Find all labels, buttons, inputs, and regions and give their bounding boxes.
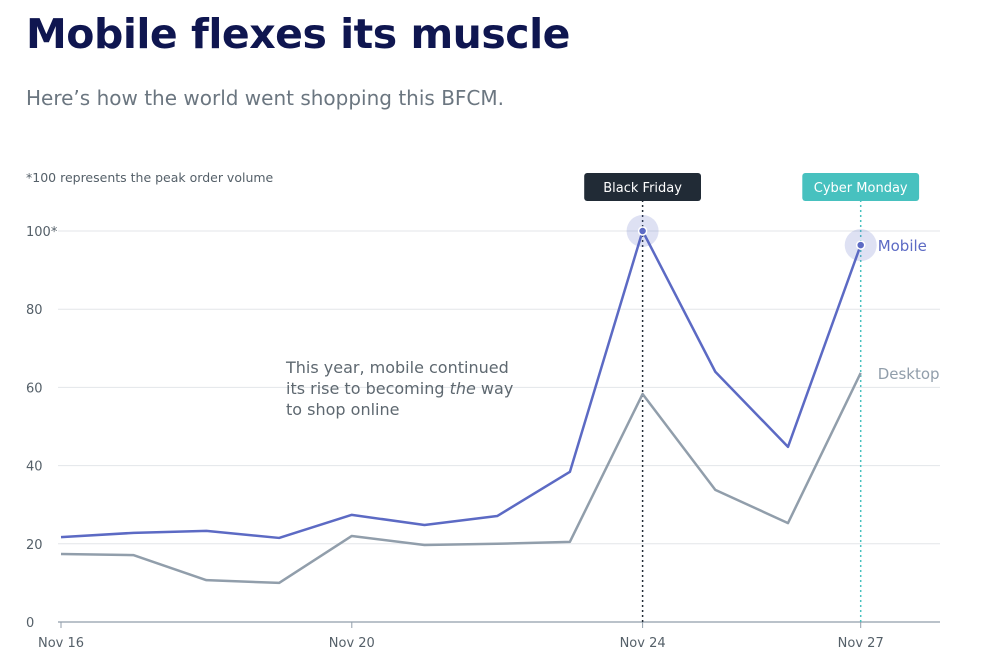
annotation-line-2: its rise to becoming the way (286, 379, 513, 398)
chart-note: *100 represents the peak order volume (26, 170, 274, 185)
x-tick-label: Nov 24 (620, 636, 666, 651)
annotation-line-1: This year, mobile continued (285, 358, 509, 377)
event-label: Black Friday (603, 181, 682, 196)
y-tick-label: 0 (26, 616, 34, 631)
event-label: Cyber Monday (814, 181, 908, 196)
y-tick-label: 40 (26, 460, 43, 475)
peak-point (637, 226, 648, 236)
series-label-desktop: Desktop (878, 365, 940, 383)
y-tick-label: 80 (26, 303, 43, 318)
page-subtitle: Here’s how the world went shopping this … (26, 86, 504, 110)
series-label-mobile: Mobile (878, 237, 927, 255)
series-line-mobile (60, 229, 862, 540)
annotation-line-3: to shop online (286, 400, 399, 419)
event-badge (584, 173, 701, 201)
page-title: Mobile flexes its muscle (26, 10, 570, 58)
y-tick-label: 20 (26, 538, 43, 553)
x-tick-label: Nov 16 (38, 636, 84, 651)
x-tick-label: Nov 20 (329, 636, 375, 651)
y-tick-label: 100* (26, 225, 58, 240)
peak-point (855, 240, 866, 250)
y-tick-label: 60 (26, 381, 43, 396)
series-line-desktop (60, 372, 862, 585)
x-tick-label: Nov 27 (838, 636, 884, 651)
event-badge (802, 173, 920, 201)
